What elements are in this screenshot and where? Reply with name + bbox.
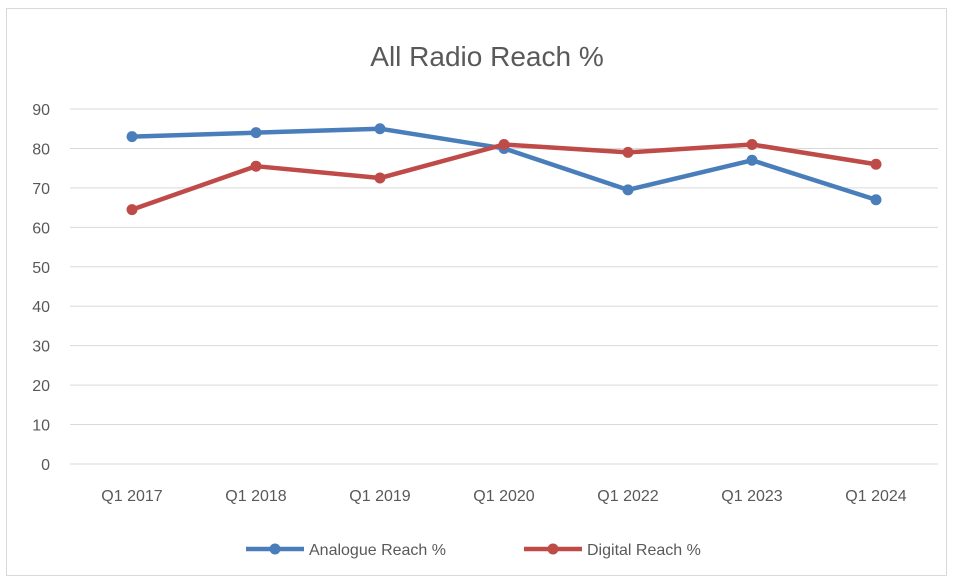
y-tick-label: 50 — [32, 260, 50, 277]
y-tick-label: 70 — [32, 181, 50, 198]
data-point — [250, 160, 262, 172]
data-point — [622, 184, 634, 196]
y-tick-label: 90 — [32, 102, 50, 119]
y-tick-label: 60 — [32, 220, 50, 237]
legend: Analogue Reach % Digital Reach % — [246, 542, 701, 559]
data-point — [374, 123, 386, 135]
data-point — [746, 154, 758, 166]
x-tick-label: Q1 2018 — [225, 488, 286, 505]
y-tick-label: 80 — [32, 141, 50, 158]
y-axis-ticks: 0 10 20 30 40 50 60 70 80 90 — [32, 102, 50, 474]
gridlines — [70, 108, 938, 465]
data-point — [250, 127, 262, 139]
chart-title: All Radio Reach % — [370, 41, 603, 72]
data-point — [622, 146, 634, 158]
x-tick-label: Q1 2024 — [845, 488, 906, 505]
x-axis-ticks: Q1 2017 Q1 2018 Q1 2019 Q1 2020 Q1 2022 Q1 20… — [101, 488, 906, 505]
x-tick-label: Q1 2022 — [597, 488, 658, 505]
data-point — [870, 194, 882, 206]
series-lines — [126, 123, 882, 216]
y-tick-label: 10 — [32, 418, 50, 435]
legend-label: Analogue Reach % — [309, 542, 446, 559]
legend-swatch-marker — [547, 543, 559, 555]
y-tick-label: 40 — [32, 299, 50, 316]
data-point — [126, 204, 138, 216]
x-tick-label: Q1 2019 — [349, 488, 410, 505]
data-point — [126, 131, 138, 143]
legend-label: Digital Reach % — [587, 542, 701, 559]
x-tick-label: Q1 2023 — [721, 488, 782, 505]
data-point — [374, 172, 386, 184]
data-point — [870, 158, 882, 170]
chart-frame — [6, 8, 947, 576]
x-tick-label: Q1 2020 — [473, 488, 534, 505]
data-point — [746, 139, 758, 150]
x-tick-label: Q1 2017 — [101, 488, 162, 505]
y-tick-label: 0 — [41, 457, 50, 474]
data-point — [498, 139, 510, 150]
y-tick-label: 20 — [32, 378, 50, 395]
series-line-2 — [129, 142, 879, 212]
legend-swatch-marker — [269, 543, 281, 555]
y-tick-label: 30 — [32, 339, 50, 356]
